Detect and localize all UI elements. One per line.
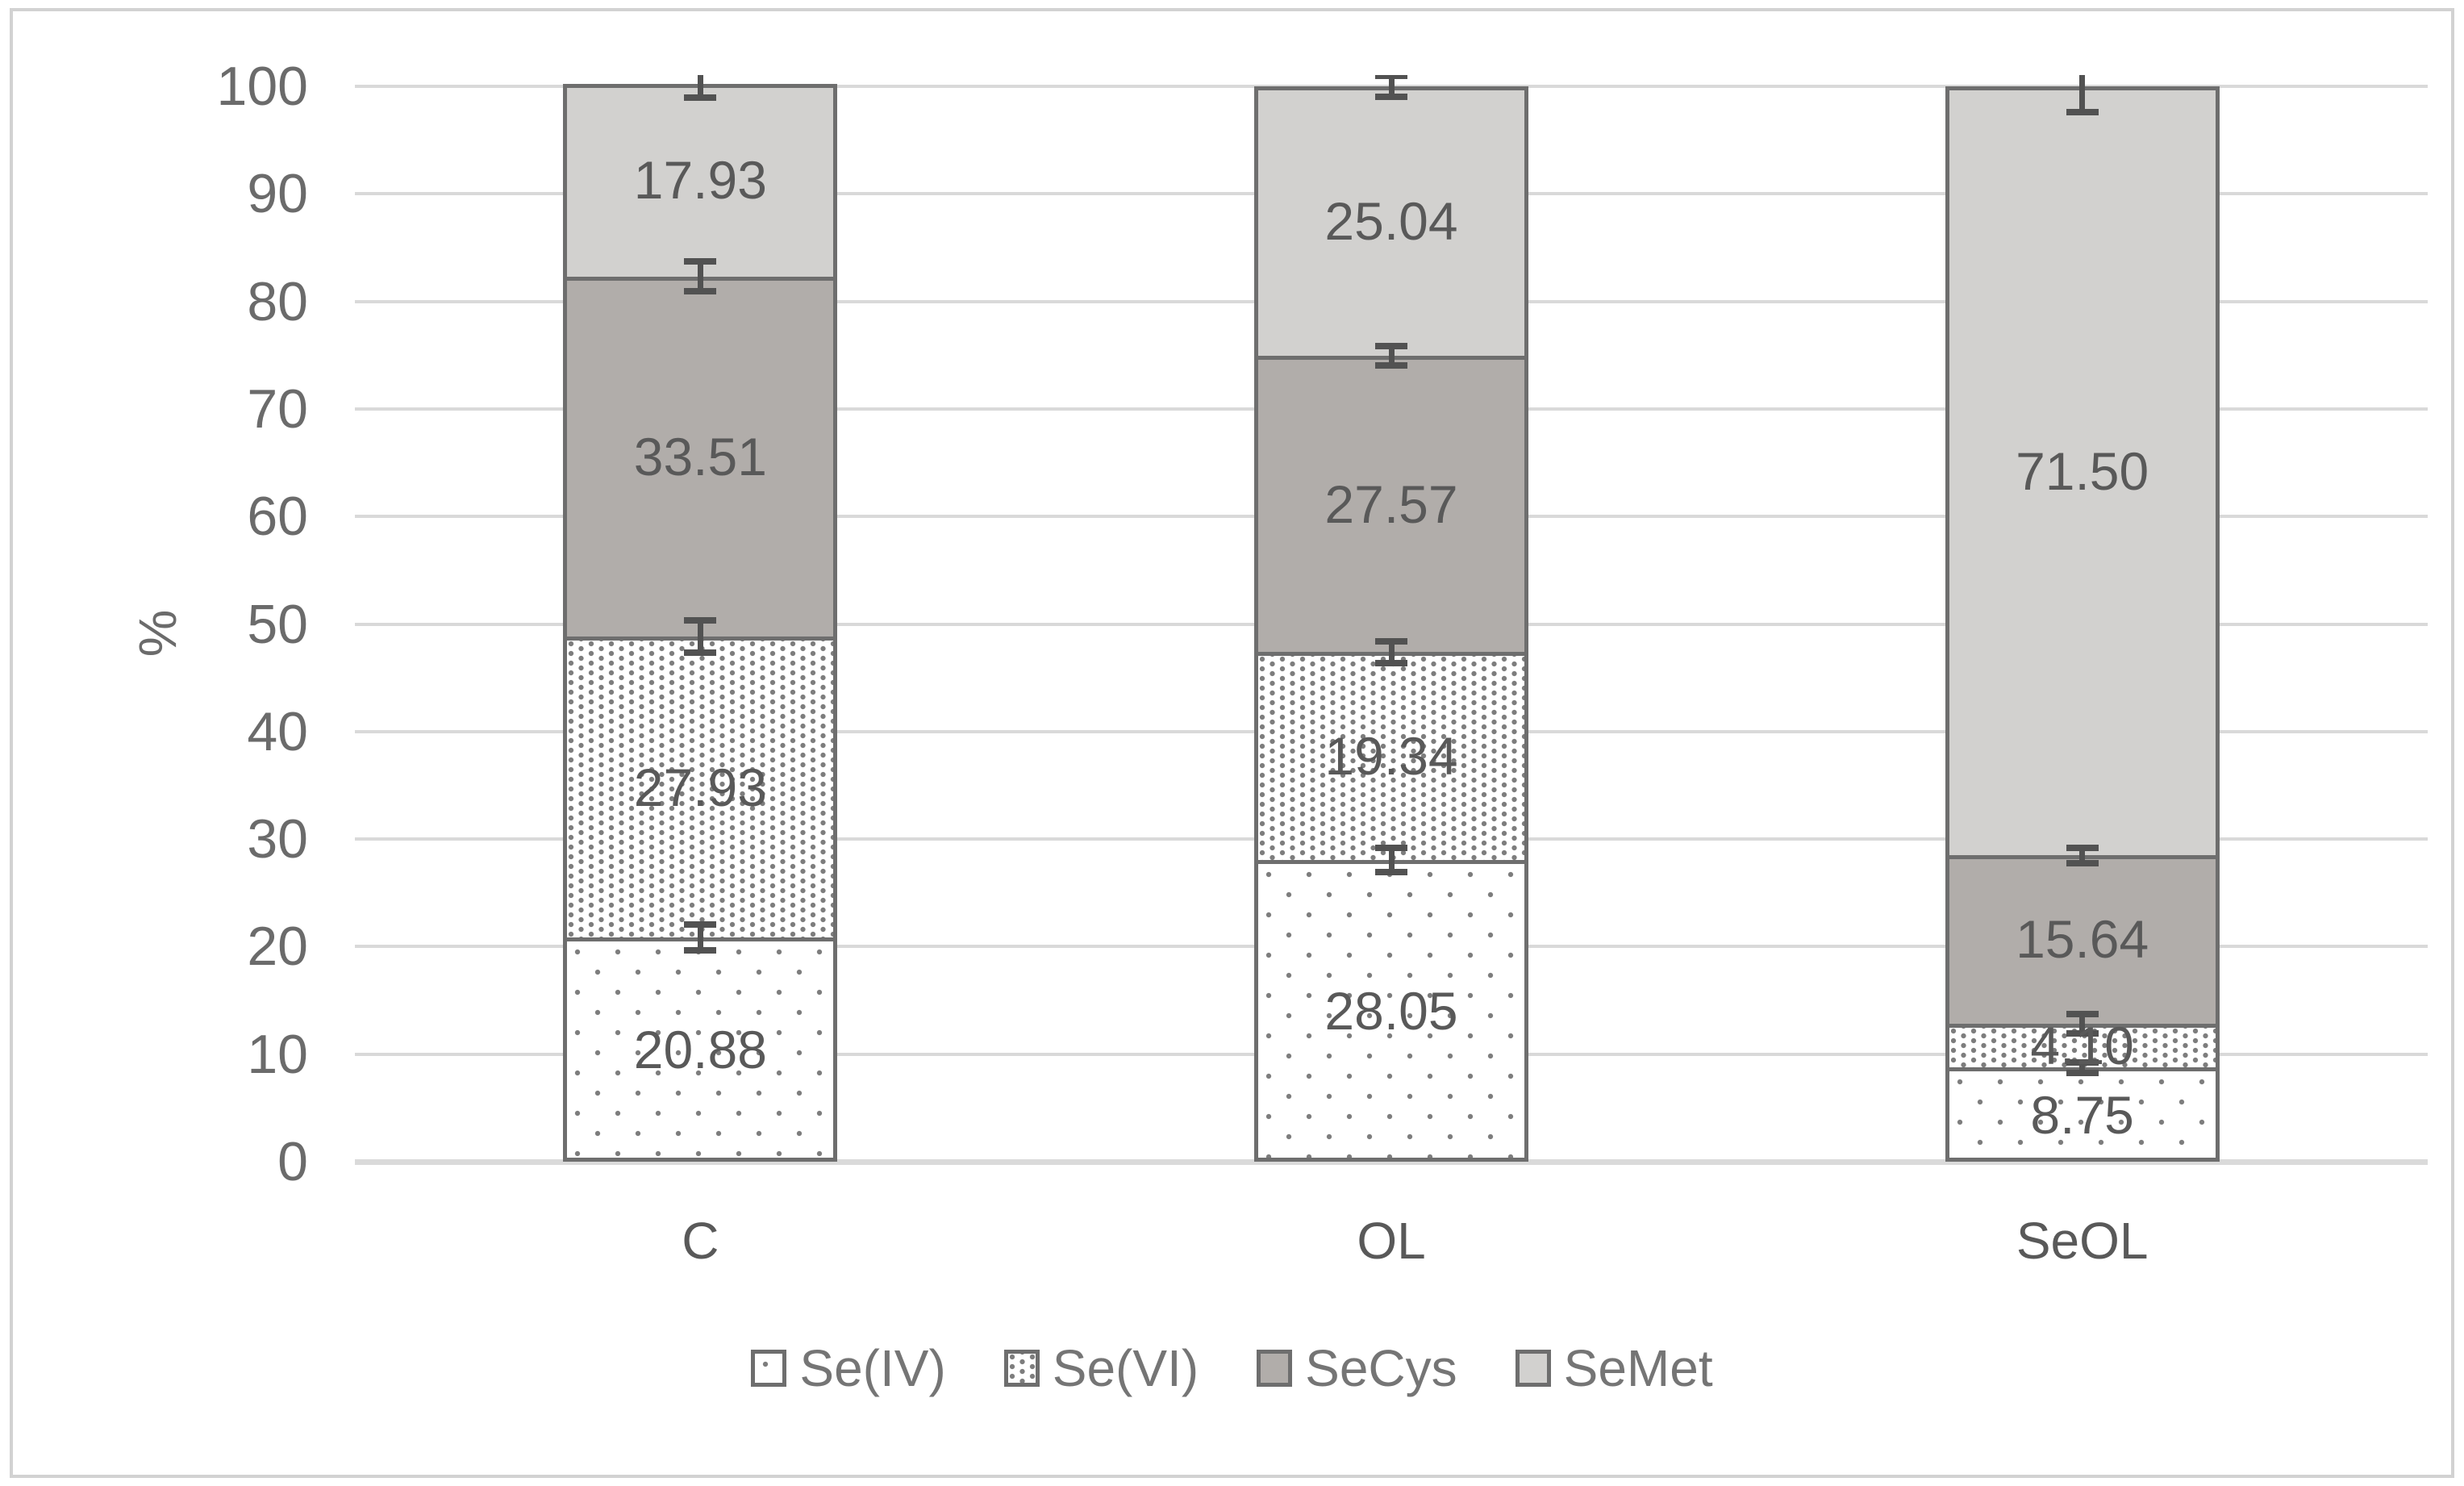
x-tick-label: SeOL bbox=[2016, 1212, 2149, 1270]
data-label: 28.05 bbox=[1324, 981, 1458, 1041]
data-label: 27.93 bbox=[633, 757, 767, 817]
legend-swatch bbox=[751, 1350, 787, 1387]
legend: Se(IV) Se(VI) SeCys SeMet bbox=[0, 1342, 2464, 1394]
data-label: 33.51 bbox=[633, 427, 767, 487]
y-tick-label: 30 bbox=[247, 808, 308, 870]
x-axis-line bbox=[355, 1158, 2428, 1165]
legend-swatch bbox=[1515, 1350, 1551, 1387]
legend-swatch bbox=[1003, 1350, 1040, 1387]
legend-item-sevi: Se(VI) bbox=[1003, 1339, 1199, 1397]
x-tick-label: OL bbox=[1357, 1212, 1426, 1270]
data-label: 17.93 bbox=[633, 150, 767, 211]
data-label: 19.34 bbox=[1324, 726, 1458, 787]
bar-segment-seiv-ol bbox=[1254, 860, 1528, 1162]
y-tick-label: 70 bbox=[247, 378, 308, 440]
legend-label: Se(VI) bbox=[1052, 1339, 1199, 1397]
legend-swatch bbox=[1257, 1350, 1293, 1387]
y-tick-label: 60 bbox=[247, 486, 308, 548]
legend-item-seiv: Se(IV) bbox=[751, 1339, 946, 1397]
legend-item-secys: SeCys bbox=[1257, 1342, 1457, 1394]
data-label: 71.50 bbox=[2016, 440, 2149, 501]
y-tick-label: 100 bbox=[216, 56, 308, 117]
y-axis-title: % bbox=[127, 609, 187, 657]
y-tick-label: 40 bbox=[247, 700, 308, 762]
bar-segment-sevi-c bbox=[563, 637, 838, 941]
bar-segment-semet-seol bbox=[1945, 86, 2220, 860]
legend-label: SeMet bbox=[1563, 1339, 1713, 1397]
bar-segment-seiv-seol bbox=[1945, 1067, 2220, 1162]
y-tick-label: 20 bbox=[247, 916, 308, 978]
y-tick-label: 50 bbox=[247, 593, 308, 655]
data-label: 27.57 bbox=[1324, 474, 1458, 534]
legend-item-semet: SeMet bbox=[1515, 1339, 1713, 1397]
y-tick-label: 0 bbox=[277, 1131, 308, 1192]
y-tick-label: 80 bbox=[247, 270, 308, 332]
y-tick-label: 90 bbox=[247, 163, 308, 225]
bar-segment-sevi-ol bbox=[1254, 652, 1528, 865]
y-tick-label: 10 bbox=[247, 1023, 308, 1085]
bar-segment-semet-ol bbox=[1254, 86, 1528, 360]
x-tick-label: C bbox=[682, 1212, 719, 1270]
data-label: 25.04 bbox=[1324, 190, 1458, 251]
bar-segment-secys-seol bbox=[1945, 855, 2220, 1028]
data-label: 4.10 bbox=[2030, 1016, 2134, 1076]
data-label: 15.64 bbox=[2016, 909, 2149, 970]
legend-label: Se(IV) bbox=[799, 1339, 946, 1397]
bar-segment-secys-c bbox=[563, 276, 838, 641]
data-label: 8.75 bbox=[2030, 1084, 2134, 1145]
data-label: 20.88 bbox=[633, 1019, 767, 1079]
bar-segment-seiv-c bbox=[563, 937, 838, 1162]
error-bar-cap bbox=[1375, 75, 1407, 79]
legend-label: SeCys bbox=[1305, 1339, 1457, 1397]
